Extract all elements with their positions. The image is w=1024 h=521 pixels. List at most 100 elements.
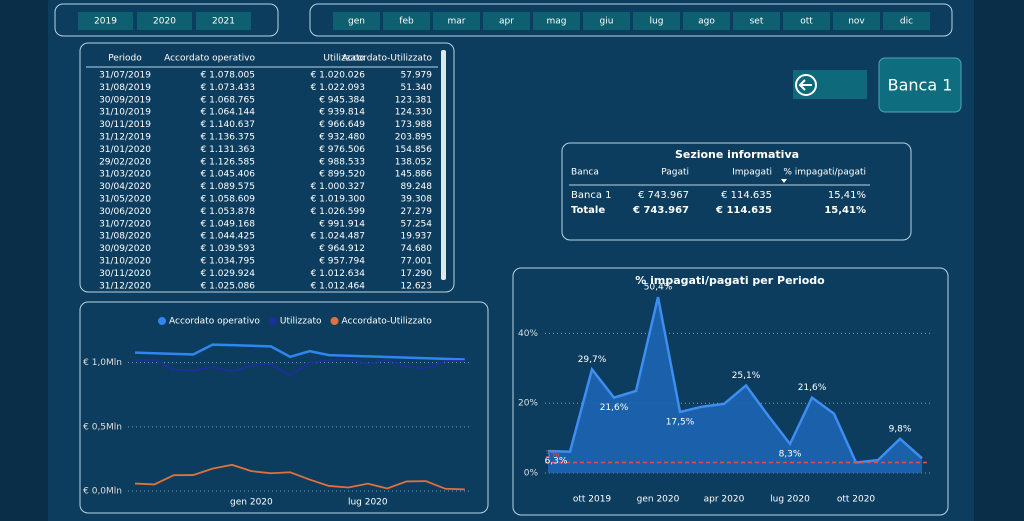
x-tick-label: gen 2020 (230, 498, 273, 508)
table-cell: € 899.520 (319, 170, 365, 180)
table-cell: 39.308 (401, 195, 433, 205)
table-cell: 74.680 (401, 244, 433, 254)
line-series (134, 463, 465, 491)
table-cell: € 1.012.634 (311, 269, 366, 279)
table-cell: 145.886 (395, 170, 432, 180)
data-label: 50,4% (644, 283, 673, 293)
data-label: 25,1% (732, 371, 761, 381)
legend-label: Accordato operativo (169, 317, 260, 327)
info-header: Banca (571, 168, 599, 178)
month-label: set (750, 17, 764, 27)
month-button[interactable] (633, 12, 680, 30)
year-button[interactable] (78, 12, 133, 30)
bank-button[interactable] (878, 57, 962, 113)
info-cell: 15,41% (824, 205, 866, 216)
table-cell: 138.052 (395, 157, 432, 167)
table-cell: € 991.914 (319, 219, 365, 229)
table-cell: € 976.506 (319, 145, 365, 155)
table-cell: 57.254 (401, 219, 433, 229)
month-label: nov (848, 17, 865, 27)
month-button[interactable] (533, 12, 580, 30)
table-cell: € 1.064.144 (201, 108, 256, 118)
table-cell: 12.623 (401, 281, 433, 291)
table-cell: € 957.794 (319, 257, 365, 267)
table-cell: 31/01/2020 (99, 145, 151, 155)
scrollbar[interactable] (441, 50, 446, 280)
month-button[interactable] (783, 12, 830, 30)
table-cell: € 1.012.464 (311, 281, 366, 291)
info-title: Sezione informativa (675, 148, 799, 161)
table-cell: 31/07/2020 (99, 219, 151, 229)
month-button[interactable] (483, 12, 530, 30)
year-button[interactable] (196, 12, 251, 30)
bank-button-label: Banca 1 (888, 76, 953, 95)
month-slicer (309, 3, 953, 37)
table-cell: 19.937 (401, 232, 433, 242)
info-header: Impagati (732, 168, 772, 178)
y-tick-label: € 1,0Mln (83, 358, 122, 368)
table-header: Accordato operativo (164, 54, 255, 64)
table-cell: 203.895 (395, 133, 432, 143)
month-button[interactable] (333, 12, 380, 30)
month-button[interactable] (733, 12, 780, 30)
table-cell: 31/10/2019 (99, 108, 151, 118)
table-cell: € 1.039.593 (201, 244, 255, 254)
data-label: 21,6% (798, 383, 827, 393)
table-cell: 154.856 (395, 145, 432, 155)
month-button[interactable] (433, 12, 480, 30)
x-tick-label: ott 2019 (573, 495, 612, 505)
legend-marker (158, 317, 166, 325)
month-button[interactable] (583, 12, 630, 30)
month-button[interactable] (683, 12, 730, 30)
table-panel (79, 42, 455, 293)
table-cell: 31/07/2019 (99, 71, 151, 81)
table-cell: € 1.078.005 (201, 71, 255, 81)
table-cell: € 1.140.637 (201, 120, 255, 130)
y-tick-label: 20% (518, 399, 538, 409)
month-button[interactable] (883, 12, 930, 30)
area-fill (548, 297, 922, 473)
month-label: ott (800, 17, 813, 27)
table-cell: 124.330 (395, 108, 432, 118)
table-cell: € 966.649 (319, 120, 365, 130)
area-line (547, 296, 923, 464)
month-label: mar (448, 17, 466, 27)
sort-icon (781, 179, 787, 183)
table-cell: 30/04/2020 (99, 182, 151, 192)
table-cell: 30/09/2020 (99, 244, 151, 254)
month-label: apr (499, 17, 514, 27)
y-tick-label: 40% (518, 329, 538, 339)
info-header: Pagati (661, 168, 689, 178)
legend-marker (268, 317, 277, 325)
month-label: feb (399, 17, 414, 27)
info-header: % impagati/pagati (783, 168, 866, 178)
table-cell: 31/05/2020 (99, 195, 151, 205)
table-cell: € 1.131.363 (201, 145, 255, 155)
info-cell: € 743.967 (632, 205, 689, 216)
table-cell: 17.290 (401, 269, 433, 279)
table-cell: € 1.053.878 (201, 207, 256, 217)
table-cell: 57.979 (401, 71, 433, 81)
y-tick-label: € 0,5Mln (83, 422, 122, 432)
line-series (134, 343, 465, 361)
month-button[interactable] (833, 12, 880, 30)
info-cell: Banca 1 (571, 190, 612, 201)
info-cell: € 743.967 (638, 190, 689, 201)
month-label: gen (348, 17, 365, 27)
table-cell: € 1.073.433 (201, 83, 255, 93)
table-cell: 31/12/2020 (99, 281, 151, 291)
table-cell: 77.001 (401, 257, 433, 267)
table-cell: 51.340 (401, 83, 433, 93)
x-tick-label: ott 2020 (837, 495, 876, 505)
year-button[interactable] (137, 12, 192, 30)
table-cell: € 1.034.795 (201, 257, 255, 267)
data-label: 17,5% (666, 417, 695, 427)
line-panel (79, 301, 489, 514)
table-cell: € 1.068.765 (201, 95, 255, 105)
month-button[interactable] (383, 12, 430, 30)
y-tick-label: 0% (524, 469, 539, 479)
month-label: ago (698, 17, 715, 27)
table-cell: 30/09/2019 (99, 95, 151, 105)
month-label: lug (650, 17, 664, 27)
table-cell: 30/11/2020 (99, 269, 151, 279)
